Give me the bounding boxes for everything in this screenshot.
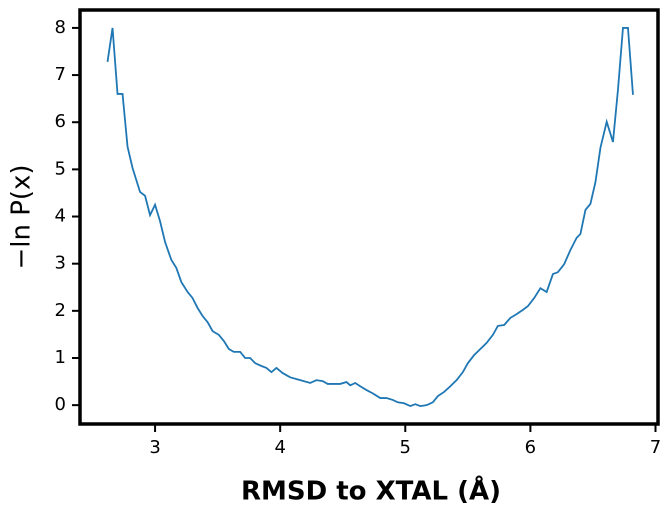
data-line <box>106 27 634 408</box>
x-tick-label: 3 <box>149 437 160 458</box>
y-tick-label: 1 <box>55 347 66 368</box>
y-axis-label: −ln P(x) <box>7 164 37 269</box>
x-axis-label: RMSD to XTAL (Å) <box>241 475 501 507</box>
y-tick-label: 6 <box>55 111 66 132</box>
y-tick-label: 7 <box>55 64 66 85</box>
x-tick-label: 4 <box>274 437 285 458</box>
y-tick-label: 8 <box>55 17 66 38</box>
y-tick-label: 4 <box>55 206 66 227</box>
y-tick-label: 0 <box>55 394 66 415</box>
y-tick-label: 5 <box>55 158 66 179</box>
x-tick-label: 7 <box>650 437 661 458</box>
plot-frame <box>78 8 660 426</box>
y-tick-label: 3 <box>55 253 66 274</box>
y-tick-label: 2 <box>55 300 66 321</box>
x-tick-label: 6 <box>525 437 536 458</box>
x-tick-label: 5 <box>400 437 411 458</box>
